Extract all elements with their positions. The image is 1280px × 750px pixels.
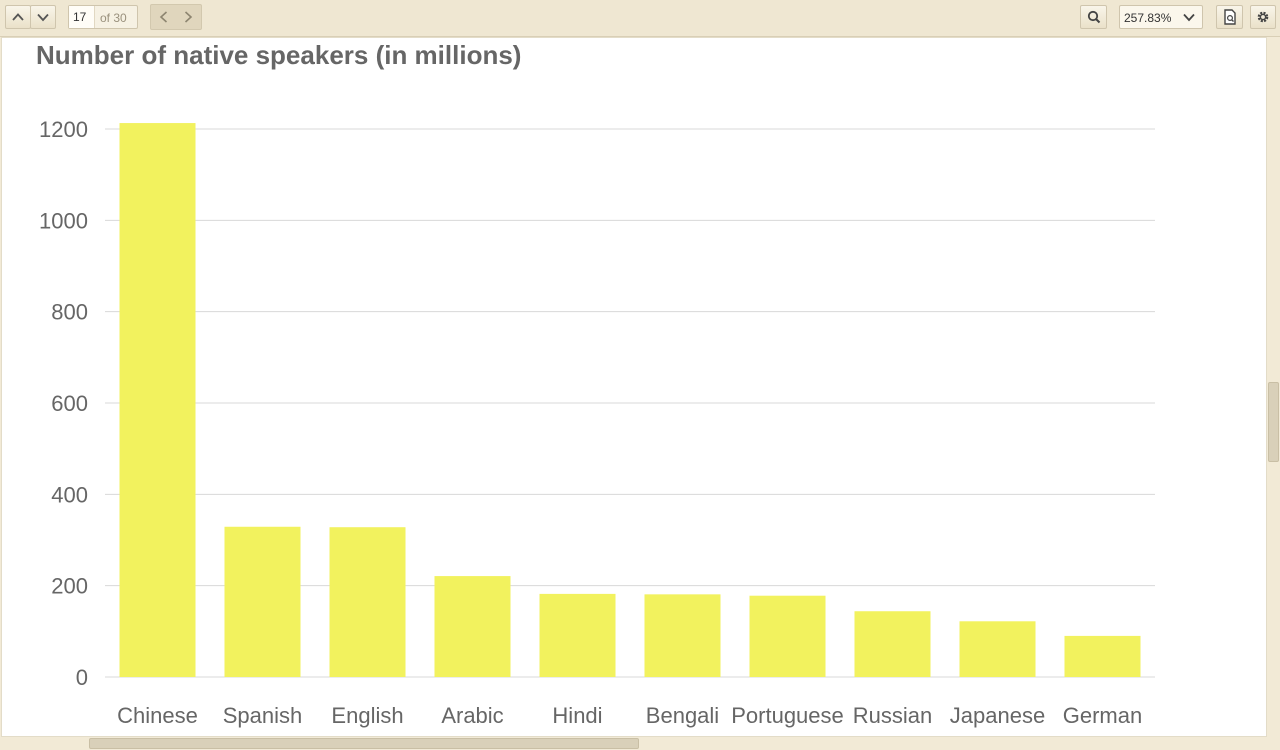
x-tick-label: Hindi [552,703,602,728]
bar-german [1064,635,1141,677]
y-tick-label: 1000 [39,208,88,233]
x-tick-label: Arabic [441,703,503,728]
y-tick-label: 600 [51,391,88,416]
document-icon [1223,9,1237,25]
history-nav-group [150,4,202,30]
back-button[interactable] [157,10,171,29]
bar-english [329,527,406,677]
search-button[interactable] [1080,5,1107,29]
previous-page-button[interactable] [5,5,31,29]
x-tick-label: Bengali [646,703,719,728]
bar-chinese [119,123,196,677]
chart-title: Number of native speakers (in millions) [36,40,522,70]
x-tick-label: Portuguese [731,703,844,728]
x-tick-label: Spanish [223,703,303,728]
document-page [1,37,1267,737]
forward-button[interactable] [181,10,195,29]
chevron-left-icon [157,11,171,28]
bar-spanish [224,526,301,677]
settings-button[interactable] [1250,5,1276,29]
bar-hindi [539,593,616,677]
chevron-right-icon [181,11,195,28]
bar-japanese [959,621,1036,677]
bar-chart: 0 200 400 600 800 1000 1200 Chinese Spanish Engli… [39,117,1155,728]
zoom-value: 257.83% [1124,11,1172,25]
page-number-input[interactable] [69,6,95,28]
chevron-down-icon [36,10,50,24]
page-count-label: of 30 [100,11,127,25]
chevron-down-icon [1182,10,1196,29]
bar-russian [854,611,931,677]
gear-icon [1256,10,1270,24]
vertical-scrollbar-thumb[interactable] [1268,382,1279,462]
x-tick-label: German [1063,703,1142,728]
bar-portuguese [749,595,826,677]
x-tick-label: Chinese [117,703,198,728]
y-tick-label: 400 [51,482,88,507]
toolbar: of 30 257.83% [0,0,1280,37]
y-tick-label: 200 [51,574,88,599]
search-icon [1087,10,1101,24]
zoom-select[interactable]: 257.83% [1119,5,1203,29]
horizontal-scrollbar-thumb[interactable] [89,738,639,749]
y-tick-label: 800 [51,300,88,325]
y-tick-label: 1200 [39,117,88,142]
page-number-box: of 30 [68,5,138,29]
y-tick-label: 0 [76,665,88,690]
bar-arabic [434,576,511,677]
next-page-button[interactable] [30,5,56,29]
x-tick-label: Japanese [950,703,1045,728]
chevron-up-icon [11,10,25,24]
x-tick-label: English [331,703,403,728]
document-properties-button[interactable] [1216,5,1243,29]
x-tick-label: Russian [853,703,932,728]
bar-bengali [644,594,721,677]
